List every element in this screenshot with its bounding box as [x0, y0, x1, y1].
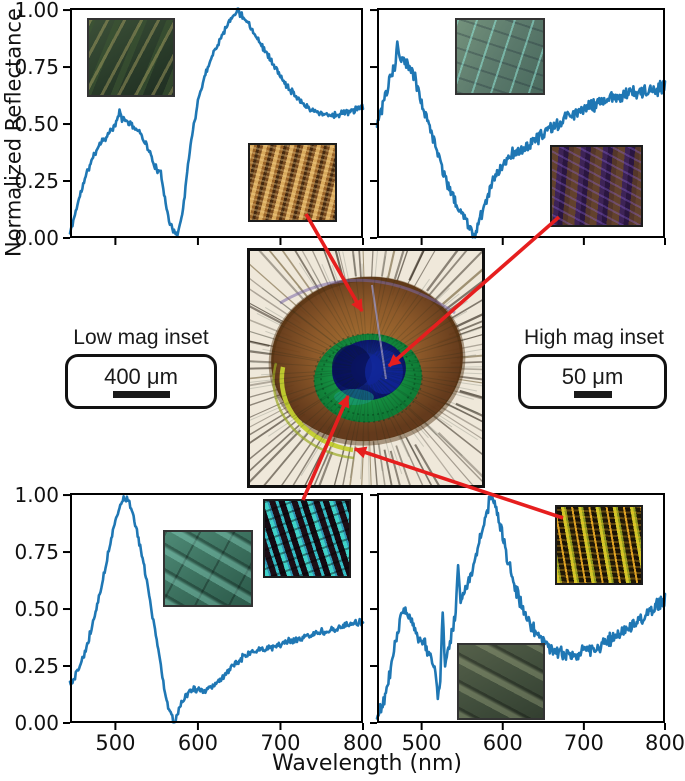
micrograph-inset-high-mag-brown-region: [248, 143, 337, 222]
axes-frame: [70, 493, 363, 723]
low-mag-scale-bar: [112, 391, 170, 399]
reflectance-curve: [68, 7, 365, 238]
x-tick-label: 800: [645, 731, 685, 755]
y-tick-label: 0.50: [14, 112, 59, 136]
x-axis-label: Wavelength (nm): [271, 751, 463, 776]
feather-eyespot-art: [250, 251, 482, 485]
x-tick-label: 600: [178, 731, 218, 755]
y-tick-label: 0.50: [14, 597, 59, 621]
y-tick-label: 0.00: [14, 226, 59, 250]
reflectance-curve: [375, 40, 667, 239]
high-mag-scale-value: 50 μm: [561, 363, 624, 389]
panel-top-left-svg: 0.00 0.25 0.50 0.75 1.00: [14, 0, 365, 250]
high-mag-scale-bar: [573, 391, 612, 399]
high-mag-legend-title: High mag inset: [523, 326, 665, 349]
low-mag-scale-value: 400 μm: [104, 363, 178, 389]
y-tick-label: 0.75: [14, 540, 59, 564]
panel-bottom-left-svg: 500 600 700 800 0.00 0.25 0.50 0.75 1.00: [14, 483, 383, 755]
micrograph-inset-high-mag-blue-region: [550, 145, 643, 227]
y-tick-label: 0.75: [14, 55, 59, 79]
low-mag-legend-title: Low mag inset: [73, 326, 209, 349]
reflectance-curve: [68, 495, 365, 724]
reflectance-curve: [375, 493, 667, 720]
x-tick-label: 700: [260, 731, 300, 755]
y-tick-label: 1.00: [14, 0, 59, 22]
spectrum-plot-bottom-right: 500 600 700 800: [370, 493, 685, 755]
spectrum-plot-top-left: 0.00 0.25 0.50 0.75 1.00: [14, 0, 365, 250]
x-tick-label: 600: [483, 731, 523, 755]
y-tick-label: 0.25: [14, 654, 59, 678]
x-tick-label: 700: [564, 731, 604, 755]
x-tick-label: 800: [343, 731, 383, 755]
micrograph-inset-low-mag-blue-region: [455, 18, 545, 95]
spectrum-plot-bottom-left: 500 600 700 800 0.00 0.25 0.50 0.75 1.00: [14, 483, 383, 755]
micrograph-inset-low-mag-green-region: [163, 530, 253, 607]
axes-frame: [70, 8, 363, 238]
micrograph-inset-low-mag-brown-region: [87, 18, 175, 97]
peacock-feather-photo: [247, 248, 485, 488]
x-tick-label: 500: [95, 731, 135, 755]
y-tick-label: 0.25: [14, 169, 59, 193]
low-mag-scale-box: 400 μm: [65, 354, 217, 409]
micrograph-inset-high-mag-green-region: [263, 499, 351, 578]
y-tick-label: 1.00: [14, 483, 59, 507]
micrograph-inset-low-mag-yellow-region: [457, 643, 545, 720]
micrograph-inset-high-mag-yellow-region: [555, 505, 643, 585]
panel-bottom-right-svg: 500 600 700 800: [370, 493, 685, 755]
x-tick-label: 500: [402, 731, 442, 755]
high-mag-scale-box: 50 μm: [518, 354, 667, 409]
y-tick-label: 0.00: [14, 711, 59, 735]
